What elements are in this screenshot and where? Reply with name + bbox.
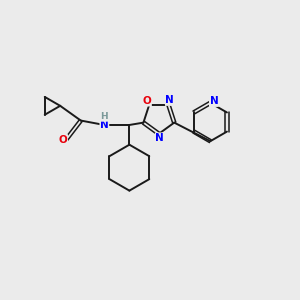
Text: H: H (100, 112, 108, 121)
Text: O: O (59, 135, 68, 145)
Text: N: N (165, 95, 174, 105)
Text: N: N (209, 96, 218, 106)
Text: O: O (142, 96, 151, 106)
Text: N: N (155, 133, 164, 143)
Text: N: N (100, 120, 109, 130)
